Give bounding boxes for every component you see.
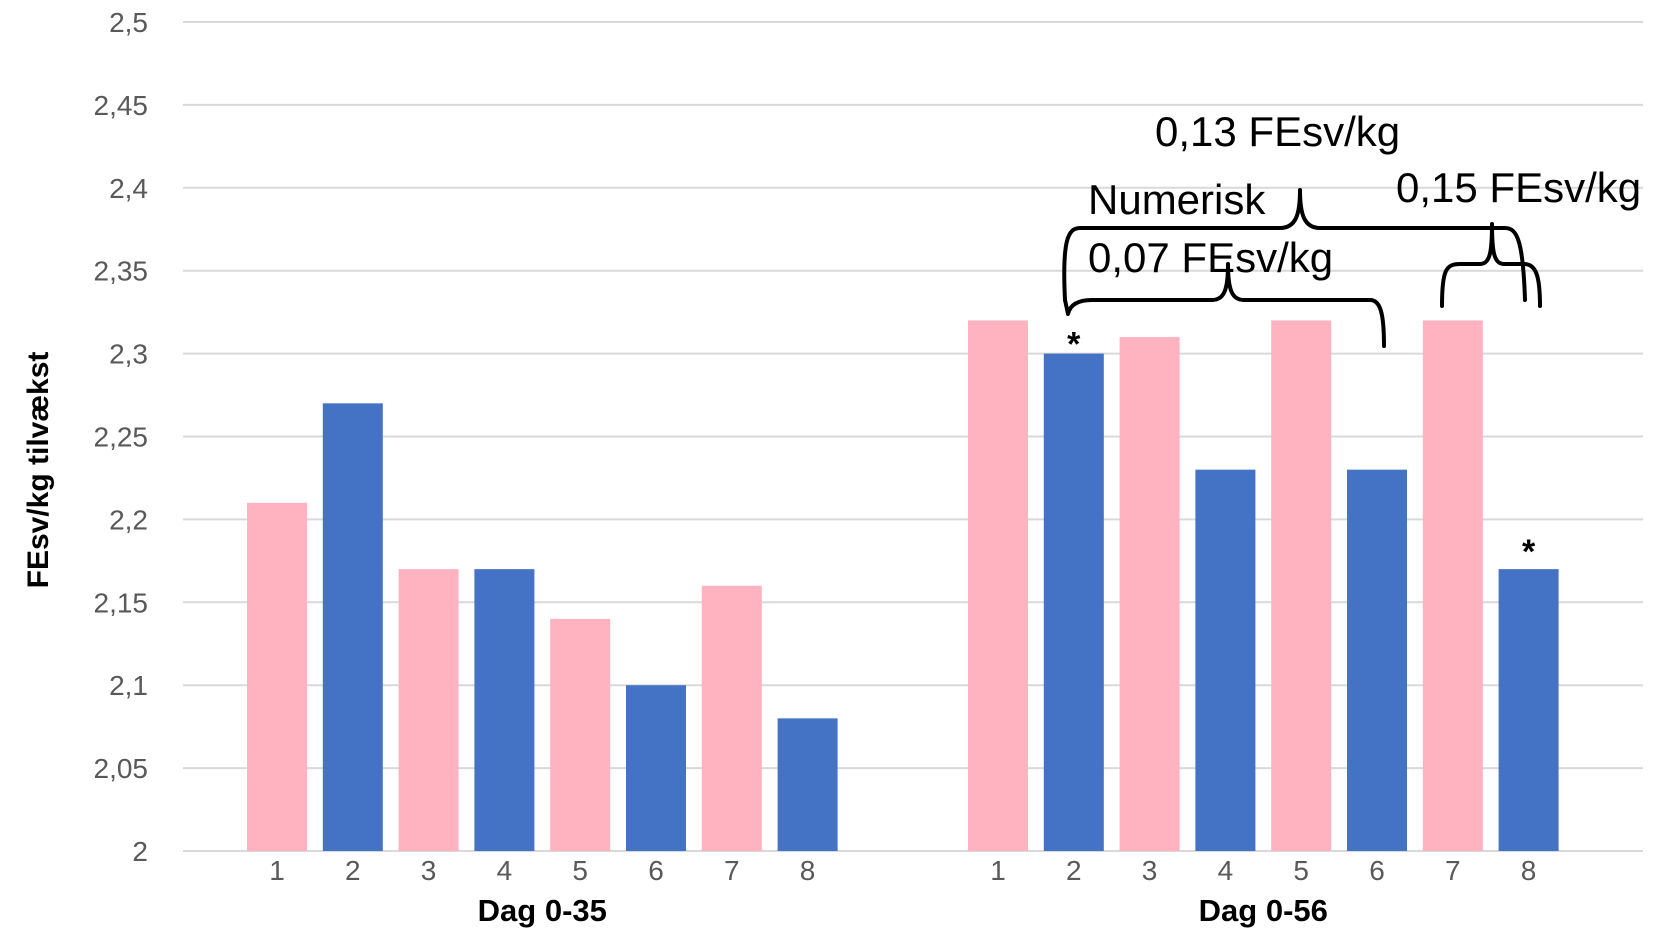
x-tick-label: 1 bbox=[990, 855, 1006, 886]
bar-group2-6 bbox=[1347, 469, 1407, 851]
bar-group2-1 bbox=[968, 320, 1028, 851]
significance-marker-group2-bar8: * bbox=[1522, 533, 1536, 571]
y-tick-label: 2,25 bbox=[94, 422, 149, 453]
y-tick-label: 2 bbox=[132, 836, 148, 867]
bar-group2-4 bbox=[1195, 469, 1256, 851]
x-tick-label: 2 bbox=[1066, 855, 1082, 886]
bar-group1-7 bbox=[701, 585, 762, 851]
bar-group1-2 bbox=[322, 403, 383, 851]
x-tick-label: 7 bbox=[724, 855, 740, 886]
x-tick-label: 3 bbox=[1142, 855, 1158, 886]
y-tick-label: 2,4 bbox=[109, 173, 148, 204]
annotation-0-07: 0,07 FEsv/kg bbox=[1088, 234, 1333, 281]
bar-group1-3 bbox=[398, 569, 459, 851]
x-tick-label: 2 bbox=[345, 855, 361, 886]
x-axis-ticks: 1 2 3 4 5 6 7 8 1 2 3 4 5 6 7 8 bbox=[269, 855, 1536, 886]
x-tick-label: 3 bbox=[421, 855, 437, 886]
x-tick-label: 1 bbox=[269, 855, 285, 886]
annotation-numerisk: Numerisk bbox=[1088, 176, 1266, 223]
group-label-dag-0-35: Dag 0-35 bbox=[478, 893, 607, 928]
y-tick-label: 2,35 bbox=[94, 256, 149, 287]
x-tick-label: 5 bbox=[572, 855, 588, 886]
y-axis-ticks: 2 2,05 2,1 2,15 2,2 2,25 2,3 2,35 2,4 2,45 2,5 bbox=[94, 7, 149, 867]
x-tick-label: 7 bbox=[1445, 855, 1461, 886]
annotation-0-15: 0,15 FEsv/kg bbox=[1396, 164, 1641, 211]
annotation-braces bbox=[1062, 188, 1542, 348]
bar-group2-8 bbox=[1498, 569, 1559, 851]
bar-group1-8 bbox=[777, 718, 838, 851]
bar-group1-4 bbox=[474, 569, 535, 851]
bar-group1-1 bbox=[247, 502, 307, 851]
y-tick-label: 2,5 bbox=[109, 7, 148, 38]
x-tick-label: 4 bbox=[1218, 855, 1234, 886]
x-tick-label: 6 bbox=[648, 855, 664, 886]
x-tick-label: 5 bbox=[1293, 855, 1309, 886]
x-tick-label: 4 bbox=[497, 855, 513, 886]
annotation-0-13: 0,13 FEsv/kg bbox=[1155, 108, 1400, 155]
x-tick-label: 8 bbox=[800, 855, 816, 886]
x-tick-label: 8 bbox=[1521, 855, 1537, 886]
y-tick-label: 2,2 bbox=[109, 504, 148, 535]
group-label-dag-0-56: Dag 0-56 bbox=[1199, 893, 1328, 928]
brace-0-07 bbox=[1063, 262, 1386, 348]
bar-group2-2 bbox=[1043, 353, 1104, 851]
bar-group2-3 bbox=[1119, 337, 1180, 851]
bars bbox=[247, 320, 1559, 851]
y-tick-label: 2,1 bbox=[109, 670, 148, 701]
y-tick-label: 2,05 bbox=[94, 753, 149, 784]
significance-marker-group2-bar2: * bbox=[1067, 326, 1081, 364]
y-tick-label: 2,3 bbox=[109, 339, 148, 370]
y-tick-label: 2,15 bbox=[94, 587, 149, 618]
y-axis-label: FEsv/kg tilvækst bbox=[22, 352, 55, 589]
brace-0-15 bbox=[1440, 222, 1542, 308]
bar-group2-7 bbox=[1422, 320, 1483, 851]
brace-numerisk bbox=[1062, 188, 1527, 302]
x-tick-label: 6 bbox=[1369, 855, 1385, 886]
y-tick-label: 2,45 bbox=[94, 90, 149, 121]
bar-group1-5 bbox=[550, 618, 611, 851]
bar-group2-5 bbox=[1271, 320, 1332, 851]
bar-group1-6 bbox=[626, 685, 686, 851]
